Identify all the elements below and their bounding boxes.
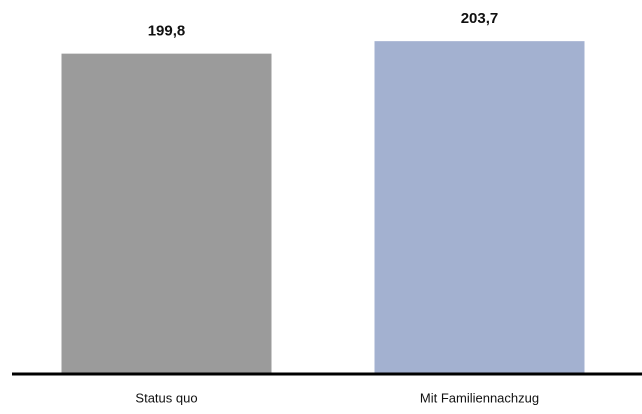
value-label: 199,8 [148, 23, 186, 40]
bar [374, 41, 585, 373]
x-tick-label: Status quo [135, 390, 197, 405]
x-tick-label: Mit Familiennachzug [420, 390, 539, 405]
value-label: 203,7 [461, 10, 499, 27]
bar [61, 53, 272, 373]
